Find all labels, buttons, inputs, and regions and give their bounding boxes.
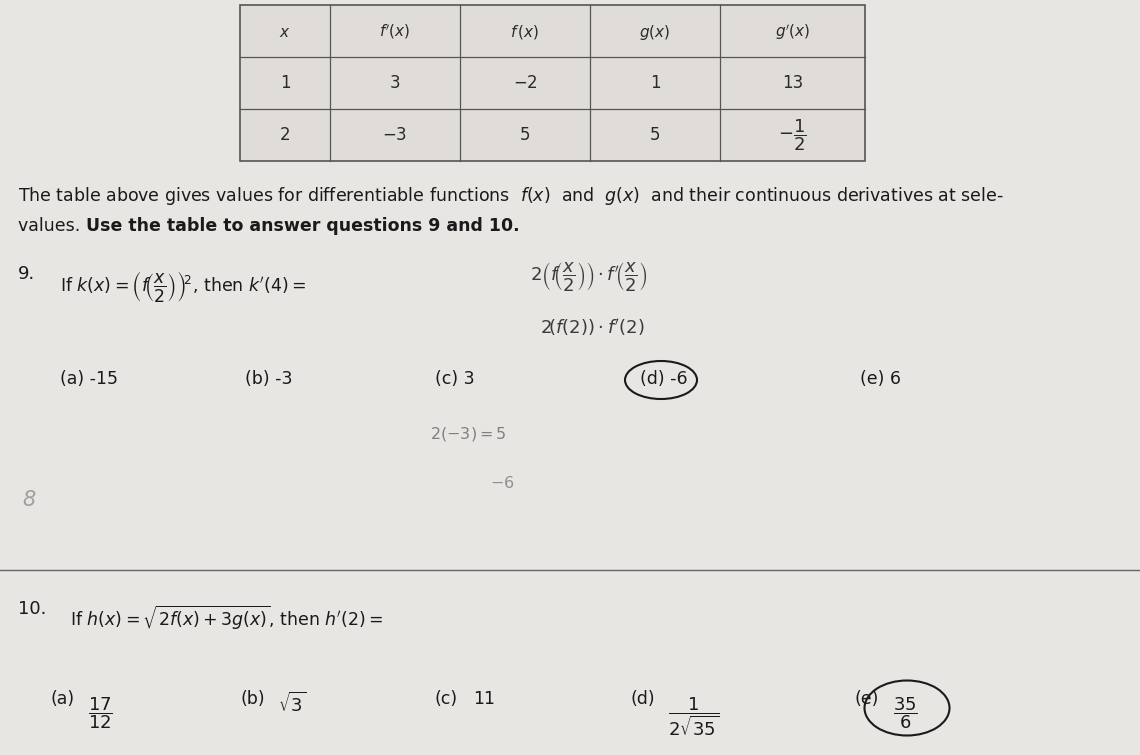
Text: $2\!\left(f(2)\right)\cdot f'(2)$: $2\!\left(f(2)\right)\cdot f'(2)$: [540, 317, 645, 338]
Text: (a) -15: (a) -15: [60, 370, 119, 388]
Text: (d) -6: (d) -6: [640, 370, 687, 388]
Text: 1: 1: [279, 74, 291, 92]
Text: (b): (b): [241, 690, 264, 708]
Text: (c) 3: (c) 3: [435, 370, 474, 388]
Text: 2: 2: [279, 126, 291, 144]
Text: $g(x)$: $g(x)$: [640, 23, 670, 42]
Text: (e): (e): [855, 690, 879, 708]
Text: values.: values.: [18, 217, 91, 235]
Text: $2\left(f\!\left(\dfrac{x}{2}\right)\right)\cdot f'\!\left(\dfrac{x}{2}\right)$: $2\left(f\!\left(\dfrac{x}{2}\right)\rig…: [530, 260, 648, 293]
Text: $\dfrac{35}{6}$: $\dfrac{35}{6}$: [893, 695, 918, 731]
Text: $\dfrac{17}{12}$: $\dfrac{17}{12}$: [88, 695, 113, 731]
Text: 13: 13: [782, 74, 803, 92]
Text: $-3$: $-3$: [382, 126, 408, 144]
Text: $g'(x)$: $g'(x)$: [775, 22, 811, 42]
Text: 1: 1: [650, 74, 660, 92]
Text: $2(-3)=5$: $2(-3)=5$: [430, 425, 506, 443]
Text: $-2$: $-2$: [513, 74, 537, 92]
Text: 3: 3: [390, 74, 400, 92]
Text: 10.: 10.: [18, 600, 47, 618]
Text: Use the table to answer questions 9 and 10.: Use the table to answer questions 9 and …: [86, 217, 520, 235]
Text: If $h(x)=\sqrt{2f(x)+3g(x)}$, then $h'(2)=$: If $h(x)=\sqrt{2f(x)+3g(x)}$, then $h'(2…: [70, 604, 383, 632]
Text: (d): (d): [630, 690, 654, 708]
Text: $x$: $x$: [279, 25, 291, 39]
Bar: [241, 57, 865, 109]
Bar: [241, 109, 865, 161]
Text: 8: 8: [22, 490, 35, 510]
Text: $\dfrac{1}{2\sqrt{35}}$: $\dfrac{1}{2\sqrt{35}}$: [668, 695, 719, 738]
Text: (e) 6: (e) 6: [860, 370, 901, 388]
Text: 5: 5: [650, 126, 660, 144]
Text: (a): (a): [50, 690, 74, 708]
Text: (b) -3: (b) -3: [245, 370, 293, 388]
Text: $\sqrt{3}$: $\sqrt{3}$: [278, 692, 307, 716]
Bar: [241, 5, 865, 161]
Text: If $k(x)=\left(f\!\left(\dfrac{x}{2}\right)\right)^{\!2}$, then $k'(4)=$: If $k(x)=\left(f\!\left(\dfrac{x}{2}\rig…: [60, 269, 307, 304]
Text: (c): (c): [435, 690, 458, 708]
Text: $f\,(x)$: $f\,(x)$: [511, 23, 539, 41]
Text: 11: 11: [473, 690, 495, 708]
Text: $-\dfrac{1}{2}$: $-\dfrac{1}{2}$: [779, 117, 807, 153]
Text: $-6$: $-6$: [490, 475, 514, 491]
Bar: [241, 5, 865, 57]
Text: The table above gives values for differentiable functions  $f(x)$  and  $g(x)$  : The table above gives values for differe…: [18, 185, 1003, 207]
Text: 5: 5: [520, 126, 530, 144]
Text: 9.: 9.: [18, 265, 35, 283]
Text: $f'(x)$: $f'(x)$: [380, 23, 410, 42]
